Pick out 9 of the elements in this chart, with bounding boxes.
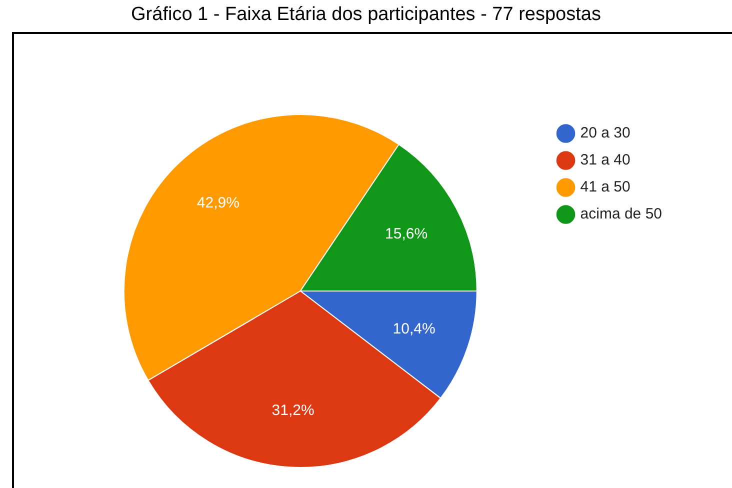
data-label: 15,6% [385, 226, 428, 243]
data-label: 42,9% [196, 194, 240, 212]
legend-label: 41 a 50 [580, 178, 630, 196]
legend-label: 31 a 40 [580, 152, 630, 169]
chart-title: Gráfico 1 - Faixa Etária dos participantes - 77 respostas [130, 4, 602, 26]
legend-label: 20 a 30 [580, 124, 630, 142]
legend-label: acima de 50 [580, 206, 662, 223]
data-label: 10,4% [392, 320, 436, 338]
data-label: 31,2% [272, 402, 314, 419]
